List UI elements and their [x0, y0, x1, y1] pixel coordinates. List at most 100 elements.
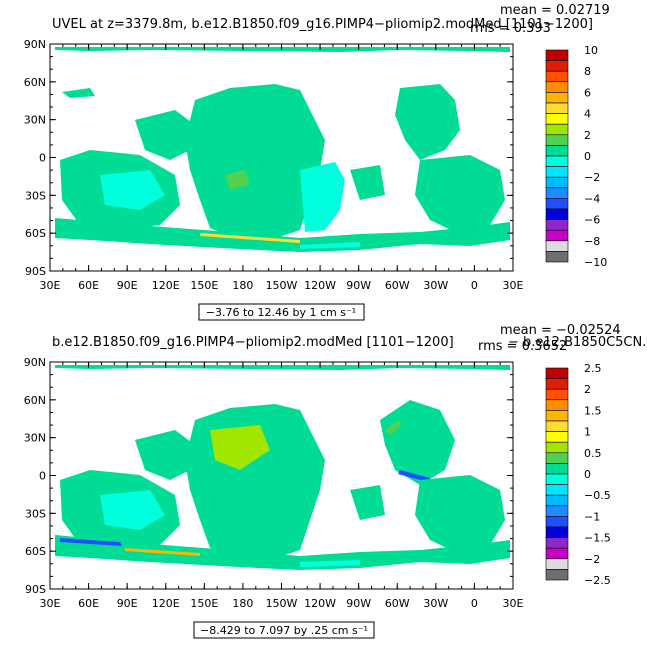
colorbar-swatch — [545, 208, 569, 220]
field2-arctic — [55, 365, 510, 370]
lat-label: 60N — [24, 76, 46, 89]
colorbar-swatch — [545, 431, 569, 443]
field-southern-warm — [200, 233, 300, 243]
colorbar-swatch — [545, 113, 569, 125]
colorbar-swatch — [545, 378, 569, 390]
lon-label: 0 — [471, 597, 478, 610]
field2-southern-blue — [60, 538, 122, 546]
panel-2-title-overlay: − b.e12.B1850C5CN.f — [508, 335, 647, 350]
lon-label: 0 — [471, 279, 478, 292]
lon-label: 150W — [266, 597, 298, 610]
lat-label: 0 — [39, 152, 46, 165]
colorbar-swatch — [545, 176, 569, 189]
field-nw-pacific — [135, 110, 195, 160]
field-small-3 — [62, 88, 95, 98]
colorbar-label: 10 — [584, 44, 598, 57]
field-southern — [55, 218, 510, 252]
colorbar-label: 2.5 — [584, 362, 602, 375]
field-s-atlantic — [415, 155, 505, 232]
lon-label: 150E — [190, 279, 218, 292]
colorbar-swatch — [545, 463, 569, 475]
colorbar-swatch — [545, 516, 569, 528]
colorbar-swatch — [545, 494, 569, 507]
panel-1-mean: mean = 0.02719 — [500, 3, 610, 18]
lon-label: 60W — [385, 279, 410, 292]
colorbar-swatch — [545, 420, 569, 432]
panel-2-field — [55, 365, 510, 570]
panel-1: UVEL at z=3379.8m, b.e12.B1850.f09_g16.P… — [24, 3, 610, 321]
colorbar-swatch — [545, 251, 569, 263]
lon-label: 120E — [152, 279, 180, 292]
panel-2-mean: mean = −0.02524 — [500, 323, 621, 338]
colorbar-swatch — [545, 229, 569, 242]
colorbar-swatch — [545, 367, 569, 379]
panel-2-range-text: −8.429 to 7.097 by .25 cm s⁻¹ — [200, 624, 368, 637]
field-pacific — [185, 84, 325, 240]
colorbar-label: −2.5 — [584, 574, 611, 587]
colorbar-swatch — [545, 145, 569, 157]
colorbar-swatch — [545, 505, 569, 517]
colorbar-swatch — [545, 410, 569, 422]
field-small-1 — [225, 170, 250, 190]
field-n-atlantic — [395, 84, 460, 160]
colorbar-label: −6 — [584, 214, 600, 227]
lon-label: 90E — [117, 279, 138, 292]
field-indian-b — [100, 170, 165, 210]
colorbar-label: −0.5 — [584, 489, 611, 502]
colorbar-label: −1 — [584, 510, 600, 523]
field-small-2 — [350, 165, 385, 200]
lon-label: 60E — [78, 597, 99, 610]
colorbar-label: −2 — [584, 171, 600, 184]
colorbar-swatch — [545, 240, 569, 252]
colorbar-swatch — [545, 473, 569, 485]
lon-label: 180 — [232, 279, 253, 292]
lon-label: 120W — [304, 597, 336, 610]
colorbar-swatch — [545, 547, 569, 560]
panel-1-range-text: −3.76 to 12.46 by 1 cm s⁻¹ — [206, 306, 356, 319]
field2-southern-warm — [125, 548, 200, 556]
colorbar-label: 2 — [584, 383, 591, 396]
panel-2-colorbar: 2.5 2 1.5 1 0.5 0 −0.5 −1 −1.5 −2 −2.5 — [545, 362, 611, 587]
colorbar-swatch — [545, 187, 569, 199]
colorbar-label: −10 — [584, 256, 607, 269]
lon-label: 30E — [40, 279, 61, 292]
field2-nw-pacific — [135, 430, 195, 480]
colorbar-swatch — [545, 60, 569, 72]
field2-atl-coast — [385, 420, 402, 436]
lon-label: 120W — [304, 279, 336, 292]
colorbar-swatch — [545, 399, 569, 411]
lat-label: 60S — [25, 545, 46, 558]
field2-n-atlantic — [380, 400, 455, 485]
lat-label: 30S — [25, 189, 46, 202]
field2-pacific-b — [210, 425, 270, 470]
colorbar-swatch — [545, 219, 569, 231]
panel-1-rms: rms = 0.393 — [470, 21, 551, 36]
lat-label: 0 — [39, 470, 46, 483]
field2-s-atlantic — [415, 475, 505, 552]
lat-label: 90N — [24, 38, 46, 51]
colorbar-swatch — [545, 166, 569, 178]
lon-label: 30E — [503, 279, 524, 292]
lon-label: 30W — [423, 279, 448, 292]
colorbar-label: 4 — [584, 108, 591, 121]
field2-atl-west-bnd — [398, 470, 430, 482]
lat-label: 30S — [25, 507, 46, 520]
colorbar-swatch — [545, 537, 569, 549]
colorbar-swatch — [545, 70, 569, 83]
colorbar-swatch — [545, 558, 569, 570]
field2-southern — [55, 535, 510, 570]
colorbar-label: 2 — [584, 129, 591, 142]
lon-label: 30E — [40, 597, 61, 610]
colorbar-label: 0 — [584, 150, 591, 163]
lat-label: 90S — [25, 583, 46, 596]
colorbar-label: −4 — [584, 192, 600, 205]
lon-label: 150E — [190, 597, 218, 610]
lat-label: 30N — [24, 432, 46, 445]
colorbar-swatch — [545, 452, 569, 464]
colorbar-swatch — [545, 155, 569, 167]
colorbar-label: 1.5 — [584, 404, 602, 417]
lon-label: 180 — [232, 597, 253, 610]
